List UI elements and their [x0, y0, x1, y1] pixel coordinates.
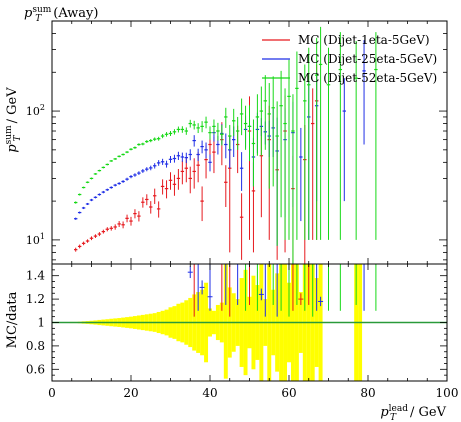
legend-entry: MC (Dijet-52eta-5GeV) [262, 71, 437, 85]
legend-label: MC (Dijet-1eta-5GeV) [298, 33, 430, 47]
x-tick-label: 20 [123, 386, 138, 400]
x-tick-label: 40 [202, 386, 217, 400]
legend: MC (Dijet-1eta-5GeV) MC (Dijet-25eta-5Ge… [262, 33, 437, 85]
main-y-axis-label: psumT/ GeV [4, 87, 23, 153]
x-axis-label: plead T / GeV [380, 404, 446, 422]
y-tick-label: 0.6 [26, 362, 45, 376]
legend-entry: MC (Dijet-1eta-5GeV) [262, 33, 430, 47]
x-tick-label: 80 [360, 386, 375, 400]
x-tick-label: 0 [48, 386, 56, 400]
data-uncertainty-bar [223, 264, 228, 379]
chart-title: psum T (Away) [24, 5, 98, 24]
legend-label: MC (Dijet-52eta-5GeV) [298, 71, 437, 85]
ratio-y-axis-label: MC/data [5, 291, 20, 348]
y-tick-label: 1.2 [26, 292, 45, 306]
legend-label: MC (Dijet-25eta-5GeV) [298, 52, 437, 66]
legend-entry: MC (Dijet-25eta-5GeV) [262, 52, 437, 66]
y-tick-label: 1 [37, 316, 45, 330]
y-tick-label: 102 [26, 103, 45, 118]
x-tick-label: 100 [436, 386, 459, 400]
y-tick-label: 0.8 [26, 339, 45, 353]
y-tick-label: 101 [26, 232, 45, 247]
ratio-panel [52, 264, 447, 381]
ratio-panel-frame: 0 20 40 60 80 100 0.6 0.8 1 1.2 1.4 [26, 263, 459, 400]
x-tick-label: 60 [281, 386, 296, 400]
main-panel [74, 26, 378, 264]
y-tick-label: 1.4 [26, 269, 45, 283]
